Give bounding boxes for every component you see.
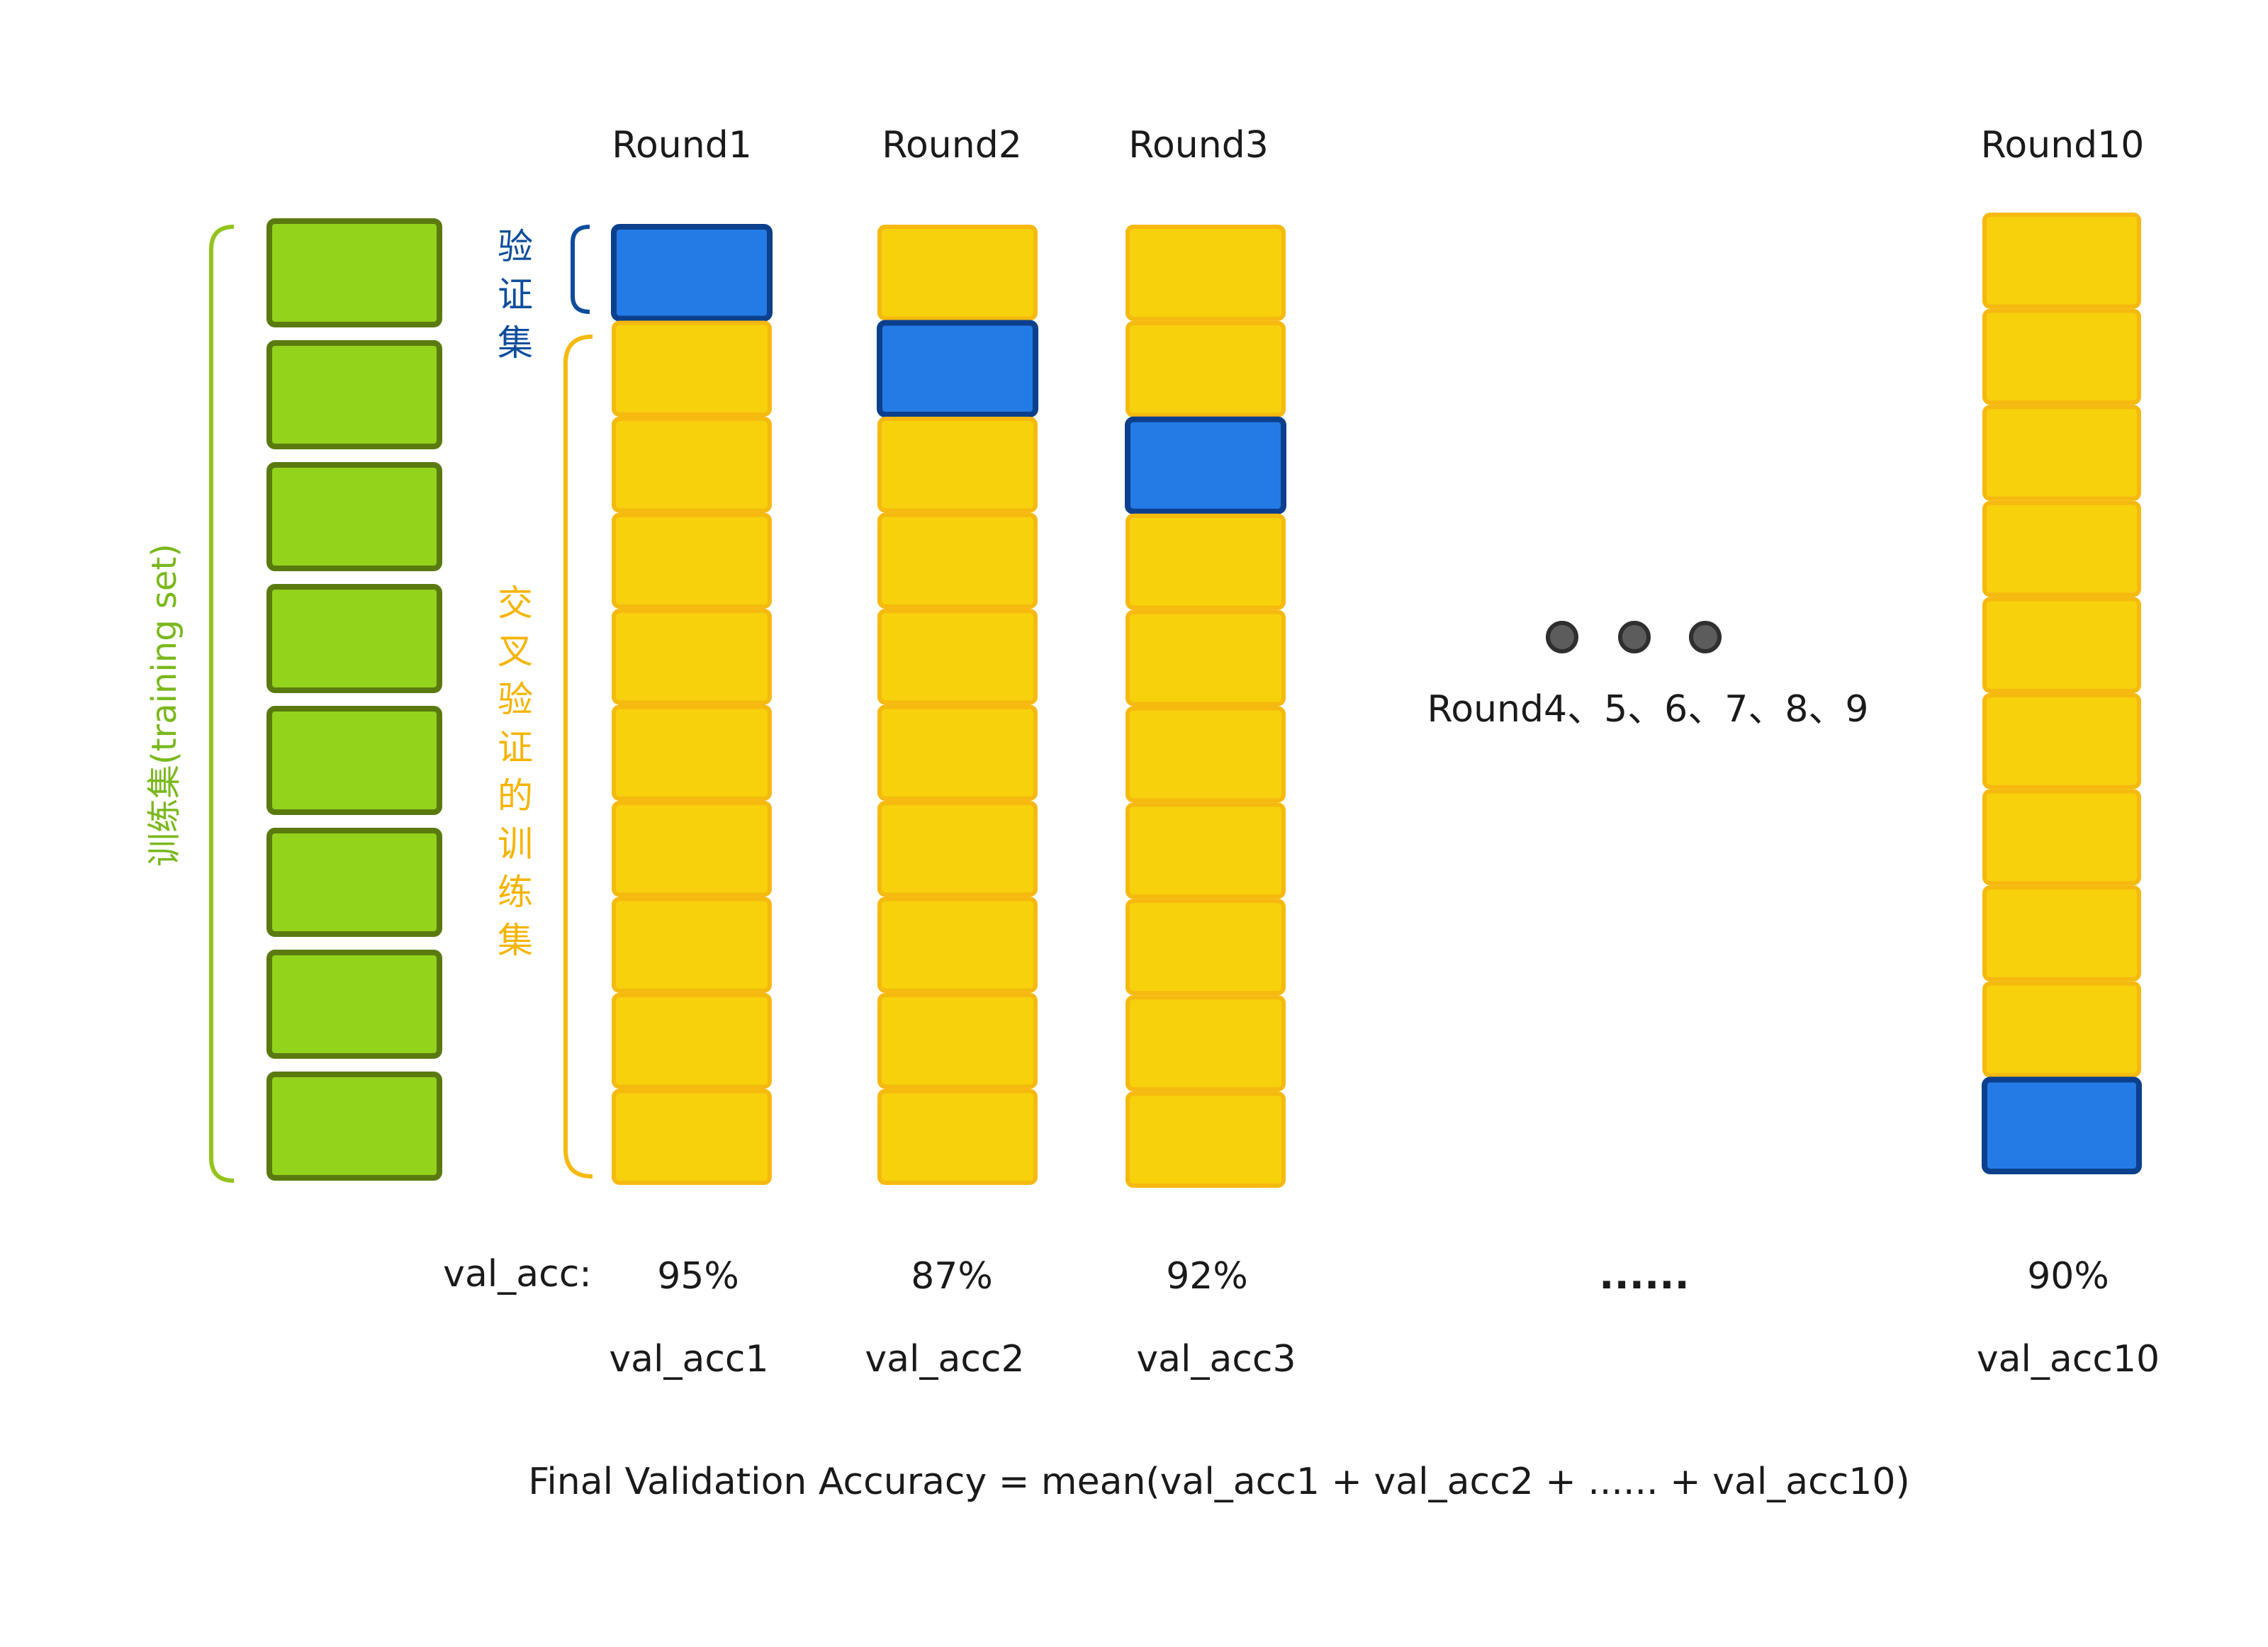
training-block-1 [266, 218, 442, 327]
training-fold-6 [1125, 706, 1286, 803]
training-fold-7 [612, 801, 772, 897]
training-fold-8 [877, 896, 1038, 993]
training-fold-5 [612, 609, 772, 705]
training-fold-5 [877, 609, 1038, 705]
round-column-1: Round1 95% val_acc1 [609, 124, 773, 1381]
training-fold-9 [877, 993, 1038, 1089]
cv-label-char-4: 证 [498, 727, 533, 768]
middle-rounds-label: Round4、5、6、7、8、9 [1427, 688, 1868, 731]
training-fold-4 [877, 512, 1038, 609]
validation-fold-10 [1982, 1077, 2142, 1175]
training-fold-4 [1125, 513, 1286, 610]
training-fold-6 [1982, 693, 2141, 789]
round-accuracy-name: val_acc10 [1977, 1338, 2160, 1381]
training-fold-8 [1982, 885, 2141, 982]
training-block-5 [266, 706, 442, 815]
training-set-column [266, 218, 442, 1181]
cv-label-char-7: 练 [498, 872, 533, 913]
training-block-3 [266, 462, 442, 571]
training-fold-2 [612, 320, 772, 417]
training-set-label: 训练集(training set) [145, 544, 184, 867]
training-fold-7 [1125, 802, 1286, 899]
round-accuracy-name: val_acc3 [1136, 1338, 1296, 1381]
validation-fold-2 [877, 320, 1038, 417]
training-fold-5 [1982, 597, 2141, 694]
training-fold-6 [877, 704, 1038, 801]
training-fold-10 [1125, 1091, 1286, 1188]
validation-label-char-1: 验 [498, 226, 533, 267]
training-block-8 [266, 1072, 442, 1181]
validation-label-char-2: 证 [498, 274, 533, 315]
training-fold-6 [612, 704, 772, 801]
training-block-2 [266, 340, 442, 449]
training-block-6 [266, 828, 442, 937]
cv-label-char-5: 的 [498, 775, 533, 816]
training-fold-9 [1982, 981, 2141, 1078]
round-title: Round3 [1128, 124, 1269, 167]
cv-label-char-2: 叉 [498, 631, 533, 672]
training-fold-2 [1982, 308, 2141, 405]
training-fold-3 [877, 417, 1038, 513]
ellipsis-dot-1 [1546, 621, 1578, 653]
training-block-4 [266, 584, 442, 693]
validation-set-bracket [571, 225, 590, 314]
round-accuracy: 90% [2027, 1255, 2109, 1298]
training-fold-2 [1125, 320, 1286, 417]
round-accuracy-name: val_acc1 [609, 1338, 768, 1381]
middle-ellipsis: ...... [1599, 1252, 1690, 1298]
cv-label-char-1: 交 [498, 583, 533, 624]
training-block-7 [266, 950, 442, 1059]
training-fold-8 [1125, 899, 1286, 996]
validation-set-label: 验证集 [498, 226, 533, 364]
validation-fold-3 [1125, 416, 1286, 515]
training-fold-10 [612, 1089, 772, 1185]
round-accuracy: 92% [1166, 1255, 1248, 1298]
training-fold-3 [1982, 405, 2141, 501]
cv-training-set-bracket [563, 335, 593, 1179]
round-title: Round2 [882, 124, 1022, 167]
training-fold-9 [612, 993, 772, 1089]
training-fold-3 [612, 417, 772, 513]
val-acc-label: val_acc: [443, 1253, 592, 1295]
round-column-3: Round3 92% val_acc3 [1125, 124, 1296, 1381]
training-fold-5 [1125, 609, 1286, 707]
training-fold-1 [1982, 213, 2141, 309]
training-set-bracket [209, 225, 235, 1183]
cv-label-char-6: 训 [498, 824, 533, 865]
round-columns: Round1 95% val_acc1 Round2 87% val_acc2 Round3… [609, 124, 2160, 1381]
ellipsis-dot-2 [1618, 621, 1651, 653]
validation-fold-1 [611, 224, 773, 322]
cv-label-char-3: 验 [498, 679, 533, 720]
training-fold-4 [612, 512, 772, 609]
cv-label-char-8: 集 [498, 920, 533, 961]
round-accuracy: 95% [657, 1255, 739, 1298]
round-accuracy-name: val_acc2 [865, 1338, 1024, 1381]
training-fold-7 [877, 801, 1038, 897]
training-fold-10 [877, 1089, 1038, 1185]
round-title: Round10 [1981, 124, 2145, 167]
round-title: Round1 [612, 124, 752, 167]
validation-label-char-3: 集 [498, 322, 533, 364]
round-column-2: Round2 87% val_acc2 [865, 124, 1038, 1381]
training-fold-8 [612, 896, 772, 993]
training-fold-4 [1982, 500, 2141, 597]
training-fold-9 [1125, 995, 1286, 1092]
training-fold-1 [877, 225, 1038, 321]
ellipsis-dot-3 [1689, 621, 1722, 653]
final-accuracy-formula: Final Validation Accuracy = mean(val_acc… [528, 1461, 1910, 1503]
training-fold-7 [1982, 789, 2141, 886]
round-column-4: Round10 90% val_acc10 [1977, 124, 2160, 1381]
round-accuracy: 87% [911, 1255, 993, 1298]
training-fold-1 [1125, 225, 1286, 321]
